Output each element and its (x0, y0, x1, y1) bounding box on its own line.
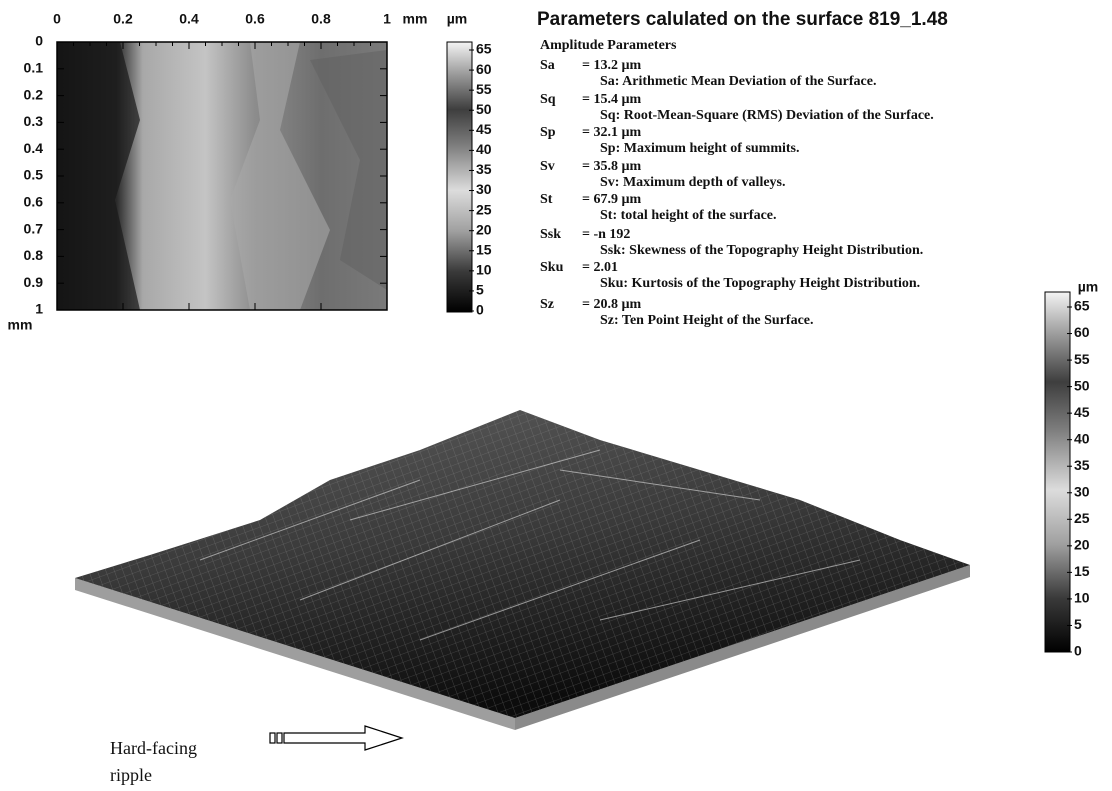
colorbar (447, 42, 472, 312)
parameter-name: Sa (540, 58, 555, 73)
parameter-name: Ssk (540, 227, 561, 242)
colorbar-tick-label: 30 (1074, 483, 1090, 499)
colorbar-tick-label: 15 (1074, 563, 1090, 579)
y-tick-label: 0.6 (24, 194, 44, 210)
colorbar-tick-label: 65 (476, 41, 492, 57)
colorbar-tick-label: 5 (1074, 616, 1082, 632)
parameter-value: = 2.01 (582, 260, 618, 275)
colorbar (1045, 292, 1070, 652)
parameter-value: = 13.2 µm (582, 58, 642, 73)
parameter-value: = 35.8 µm (582, 159, 642, 174)
parameters-title: Parameters calulated on the surface 819_… (537, 9, 948, 30)
colorbar-tick-label: 15 (476, 241, 492, 257)
colorbar-tick-label: 60 (1074, 324, 1090, 340)
parameter-description: St: total height of the surface. (600, 208, 777, 223)
colorbar-tick-label: 20 (476, 221, 492, 237)
colorbar-tick-label: 0 (476, 302, 484, 318)
y-tick-label: 0.4 (24, 140, 44, 156)
y-tick-label: 0.7 (24, 220, 44, 236)
colorbar-tick-label: 5 (476, 282, 484, 298)
colorbar-tick-label: 45 (476, 121, 492, 137)
colorbar-tick-label: 20 (1074, 537, 1090, 553)
parameter-description: Sp: Maximum height of summits. (600, 141, 800, 156)
parameter-name: Sku (540, 260, 564, 275)
colorbar-tick-label: 35 (476, 161, 492, 177)
parameter-name: Sz (540, 297, 554, 312)
y-tick-label: 1 (35, 301, 43, 317)
section-title: Amplitude Parameters (540, 38, 677, 53)
colorbar-tick-label: 25 (1074, 510, 1090, 526)
colorbar-tick-label: 50 (1074, 377, 1090, 393)
colorbar-tick-label: 50 (476, 101, 492, 117)
ripple-arrow (270, 726, 402, 750)
parameter-description: Ssk: Skewness of the Topography Height D… (600, 243, 923, 258)
y-tick-label: 0.3 (24, 113, 44, 129)
surface-3d (75, 410, 970, 730)
parameter-description: Sq: Root-Mean-Square (RMS) Deviation of … (600, 108, 934, 123)
parameter-description: Sa: Arithmetic Mean Deviation of the Sur… (600, 74, 876, 89)
x-tick-label: 0.8 (311, 11, 331, 27)
y-unit: mm (8, 317, 33, 333)
colorbar-tick-label: 0 (1074, 643, 1082, 659)
colorbar-tick-label: 10 (476, 262, 492, 278)
colorbar-unit: µm (447, 11, 468, 27)
parameter-value: = 15.4 µm (582, 92, 642, 107)
y-tick-label: 0.1 (24, 60, 44, 76)
x-tick-label: 1 (383, 11, 391, 27)
colorbar-tick-label: 55 (1074, 351, 1090, 367)
y-tick-label: 0.2 (24, 86, 44, 102)
colorbar-tick-label: 30 (476, 181, 492, 197)
colorbar-unit: µm (1078, 279, 1099, 295)
colorbar-tick-label: 60 (476, 61, 492, 77)
colorbar-tick-label: 10 (1074, 590, 1090, 606)
parameter-description: Sz: Ten Point Height of the Surface. (600, 313, 814, 328)
colorbar-tick-label: 45 (1074, 404, 1090, 420)
parameter-description: Sku: Kurtosis of the Topography Height D… (600, 276, 920, 291)
colorbar-tick-label: 40 (476, 141, 492, 157)
x-tick-label: 0.6 (245, 11, 265, 27)
figure: 00.20.40.60.81mm00.10.20.30.40.50.60.70.… (0, 0, 1112, 791)
x-tick-label: 0 (53, 11, 61, 27)
colorbar-tick-label: 65 (1074, 298, 1090, 314)
parameter-name: Sq (540, 92, 556, 107)
parameter-description: Sv: Maximum depth of valleys. (600, 175, 786, 190)
x-unit: mm (403, 11, 428, 27)
parameter-value: = 20.8 µm (582, 297, 642, 312)
x-tick-label: 0.2 (113, 11, 133, 27)
parameter-name: Sv (540, 159, 555, 174)
y-tick-label: 0.8 (24, 247, 44, 263)
caption-line: Hard-facing (110, 738, 197, 758)
parameter-value: = 32.1 µm (582, 125, 642, 140)
parameter-name: St (540, 192, 553, 207)
y-tick-label: 0.9 (24, 274, 44, 290)
y-tick-label: 0.5 (24, 167, 44, 183)
parameter-value: = 67.9 µm (582, 192, 642, 207)
y-tick-label: 0 (35, 33, 43, 49)
parameter-name: Sp (540, 125, 556, 140)
parameter-value: = -n 192 (582, 227, 630, 242)
colorbar-tick-label: 55 (476, 81, 492, 97)
x-tick-label: 0.4 (179, 11, 199, 27)
colorbar-tick-label: 35 (1074, 457, 1090, 473)
colorbar-tick-label: 40 (1074, 430, 1090, 446)
height-map (57, 42, 387, 310)
caption-line: ripple (110, 765, 152, 785)
colorbar-tick-label: 25 (476, 201, 492, 217)
